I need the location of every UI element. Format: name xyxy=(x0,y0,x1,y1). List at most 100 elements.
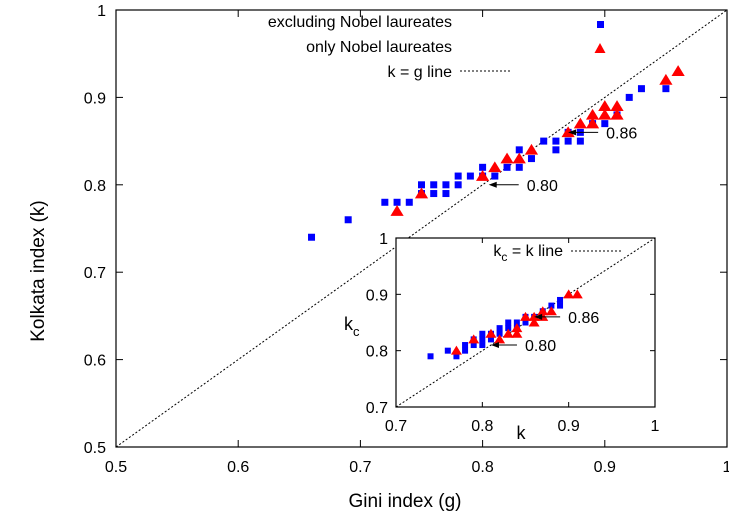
data-point-triangle xyxy=(598,100,612,111)
data-point-triangle xyxy=(561,126,575,138)
annotation-label: 0.86 xyxy=(606,125,637,142)
x-tick-label: 0.9 xyxy=(558,418,580,435)
data-point-square xyxy=(454,172,462,180)
inset-legend-label: kc = k line xyxy=(493,243,563,264)
inset-y-axis-label: kc xyxy=(344,314,360,339)
y-tick-label: 0.7 xyxy=(84,265,106,282)
y-tick-label: 0.9 xyxy=(84,90,106,107)
data-point-square xyxy=(444,347,451,354)
data-point-triangle xyxy=(585,117,600,129)
data-point-square xyxy=(442,190,450,198)
data-point-square xyxy=(637,85,645,93)
data-point-square xyxy=(430,181,438,189)
data-point-triangle xyxy=(390,205,404,216)
x-tick-label: 0.7 xyxy=(349,459,371,476)
data-point-square xyxy=(503,163,511,171)
data-point-triangle xyxy=(610,108,624,120)
y-axis-label: Kolkata index (k) xyxy=(28,200,49,342)
data-point-triangle xyxy=(585,108,600,120)
data-point-triangle xyxy=(659,73,673,85)
x-tick-label: 0.5 xyxy=(105,459,127,476)
data-point-square xyxy=(442,181,450,189)
data-point-triangle xyxy=(571,289,583,299)
inset-legend-k: k xyxy=(493,243,502,260)
data-point-triangle xyxy=(511,323,523,333)
data-point-square xyxy=(548,302,555,309)
data-point-square xyxy=(453,353,460,360)
x-tick-label: 0.8 xyxy=(471,418,493,435)
y-tick-label: 0.5 xyxy=(84,440,106,457)
y-tick-label: 0.6 xyxy=(84,353,106,370)
data-point-square xyxy=(479,163,487,171)
data-point-triangle xyxy=(512,152,526,164)
data-point-triangle xyxy=(468,334,480,344)
data-point-triangle xyxy=(528,317,540,327)
main-annotations: 0.86 0.80 xyxy=(488,125,637,195)
data-point-triangle xyxy=(528,311,540,321)
data-point-square xyxy=(381,198,389,206)
data-point-triangle xyxy=(537,306,549,316)
data-point-square xyxy=(505,325,512,332)
y-tick-label: 0.8 xyxy=(366,344,388,361)
data-point-triangle xyxy=(598,108,612,120)
x-tick-label: 0.7 xyxy=(385,418,407,435)
data-point-square xyxy=(427,353,434,360)
x-tick-label: 0.8 xyxy=(471,459,493,476)
data-point-triangle xyxy=(500,152,514,164)
data-point-triangle xyxy=(511,328,523,338)
x-tick-label: 0.9 xyxy=(594,459,616,476)
data-point-square xyxy=(470,342,477,349)
data-point-triangle xyxy=(671,65,685,76)
y-tick-label: 1 xyxy=(97,3,106,20)
data-point-square xyxy=(540,137,548,145)
data-point-triangle xyxy=(610,100,624,111)
main-plot-frame xyxy=(115,9,728,448)
data-point-triangle xyxy=(494,334,506,344)
data-point-square xyxy=(576,137,584,145)
annotation-arrowhead xyxy=(534,313,543,320)
x-tick-label: 1 xyxy=(651,418,660,435)
y-tick-label: 0.7 xyxy=(366,400,388,417)
kc-equals-k-line xyxy=(395,237,656,408)
data-point-square xyxy=(557,302,564,309)
inset-y-label-sub: c xyxy=(353,324,360,339)
data-point-square xyxy=(552,137,560,145)
data-point-square xyxy=(557,296,564,303)
legend-label-nobel: only Nobel laureates xyxy=(306,39,452,56)
data-point-triangle xyxy=(545,306,557,316)
y-tick-label: 0.8 xyxy=(84,178,106,195)
data-point-square xyxy=(487,336,494,343)
inset-legend-suffix: = k line xyxy=(507,243,563,260)
data-point-triangle xyxy=(450,345,462,355)
data-point-square xyxy=(479,336,486,343)
k-equals-g-line xyxy=(115,9,728,448)
data-point-square xyxy=(496,325,503,332)
legend-label-kg-line: k = g line xyxy=(388,64,453,81)
legend: excluding Nobel laureates only Nobel lau… xyxy=(268,14,606,81)
inset-y-label-base: k xyxy=(344,314,354,334)
data-point-square xyxy=(344,216,352,224)
data-point-square xyxy=(430,190,438,198)
data-point-square xyxy=(564,137,572,145)
data-point-square xyxy=(308,233,316,241)
annotation-arrowhead xyxy=(488,181,497,188)
inset-plot-frame xyxy=(395,237,656,408)
y-tick-label: 0.9 xyxy=(366,287,388,304)
data-point-square xyxy=(522,319,529,326)
data-point-square xyxy=(601,120,609,128)
data-point-square xyxy=(515,163,523,171)
x-axis-label: Gini index (g) xyxy=(349,491,462,512)
data-point-triangle xyxy=(485,328,497,338)
data-point-square xyxy=(552,146,560,154)
data-point-square xyxy=(466,172,474,180)
data-point-square xyxy=(462,347,469,354)
data-point-square xyxy=(496,330,503,337)
data-point-triangle xyxy=(573,117,587,129)
data-point-square xyxy=(527,155,535,163)
data-point-square xyxy=(662,85,670,93)
data-point-square xyxy=(505,319,512,326)
annotation-label: 0.80 xyxy=(525,338,556,355)
main-data-points xyxy=(308,65,685,241)
data-point-square xyxy=(479,342,486,349)
